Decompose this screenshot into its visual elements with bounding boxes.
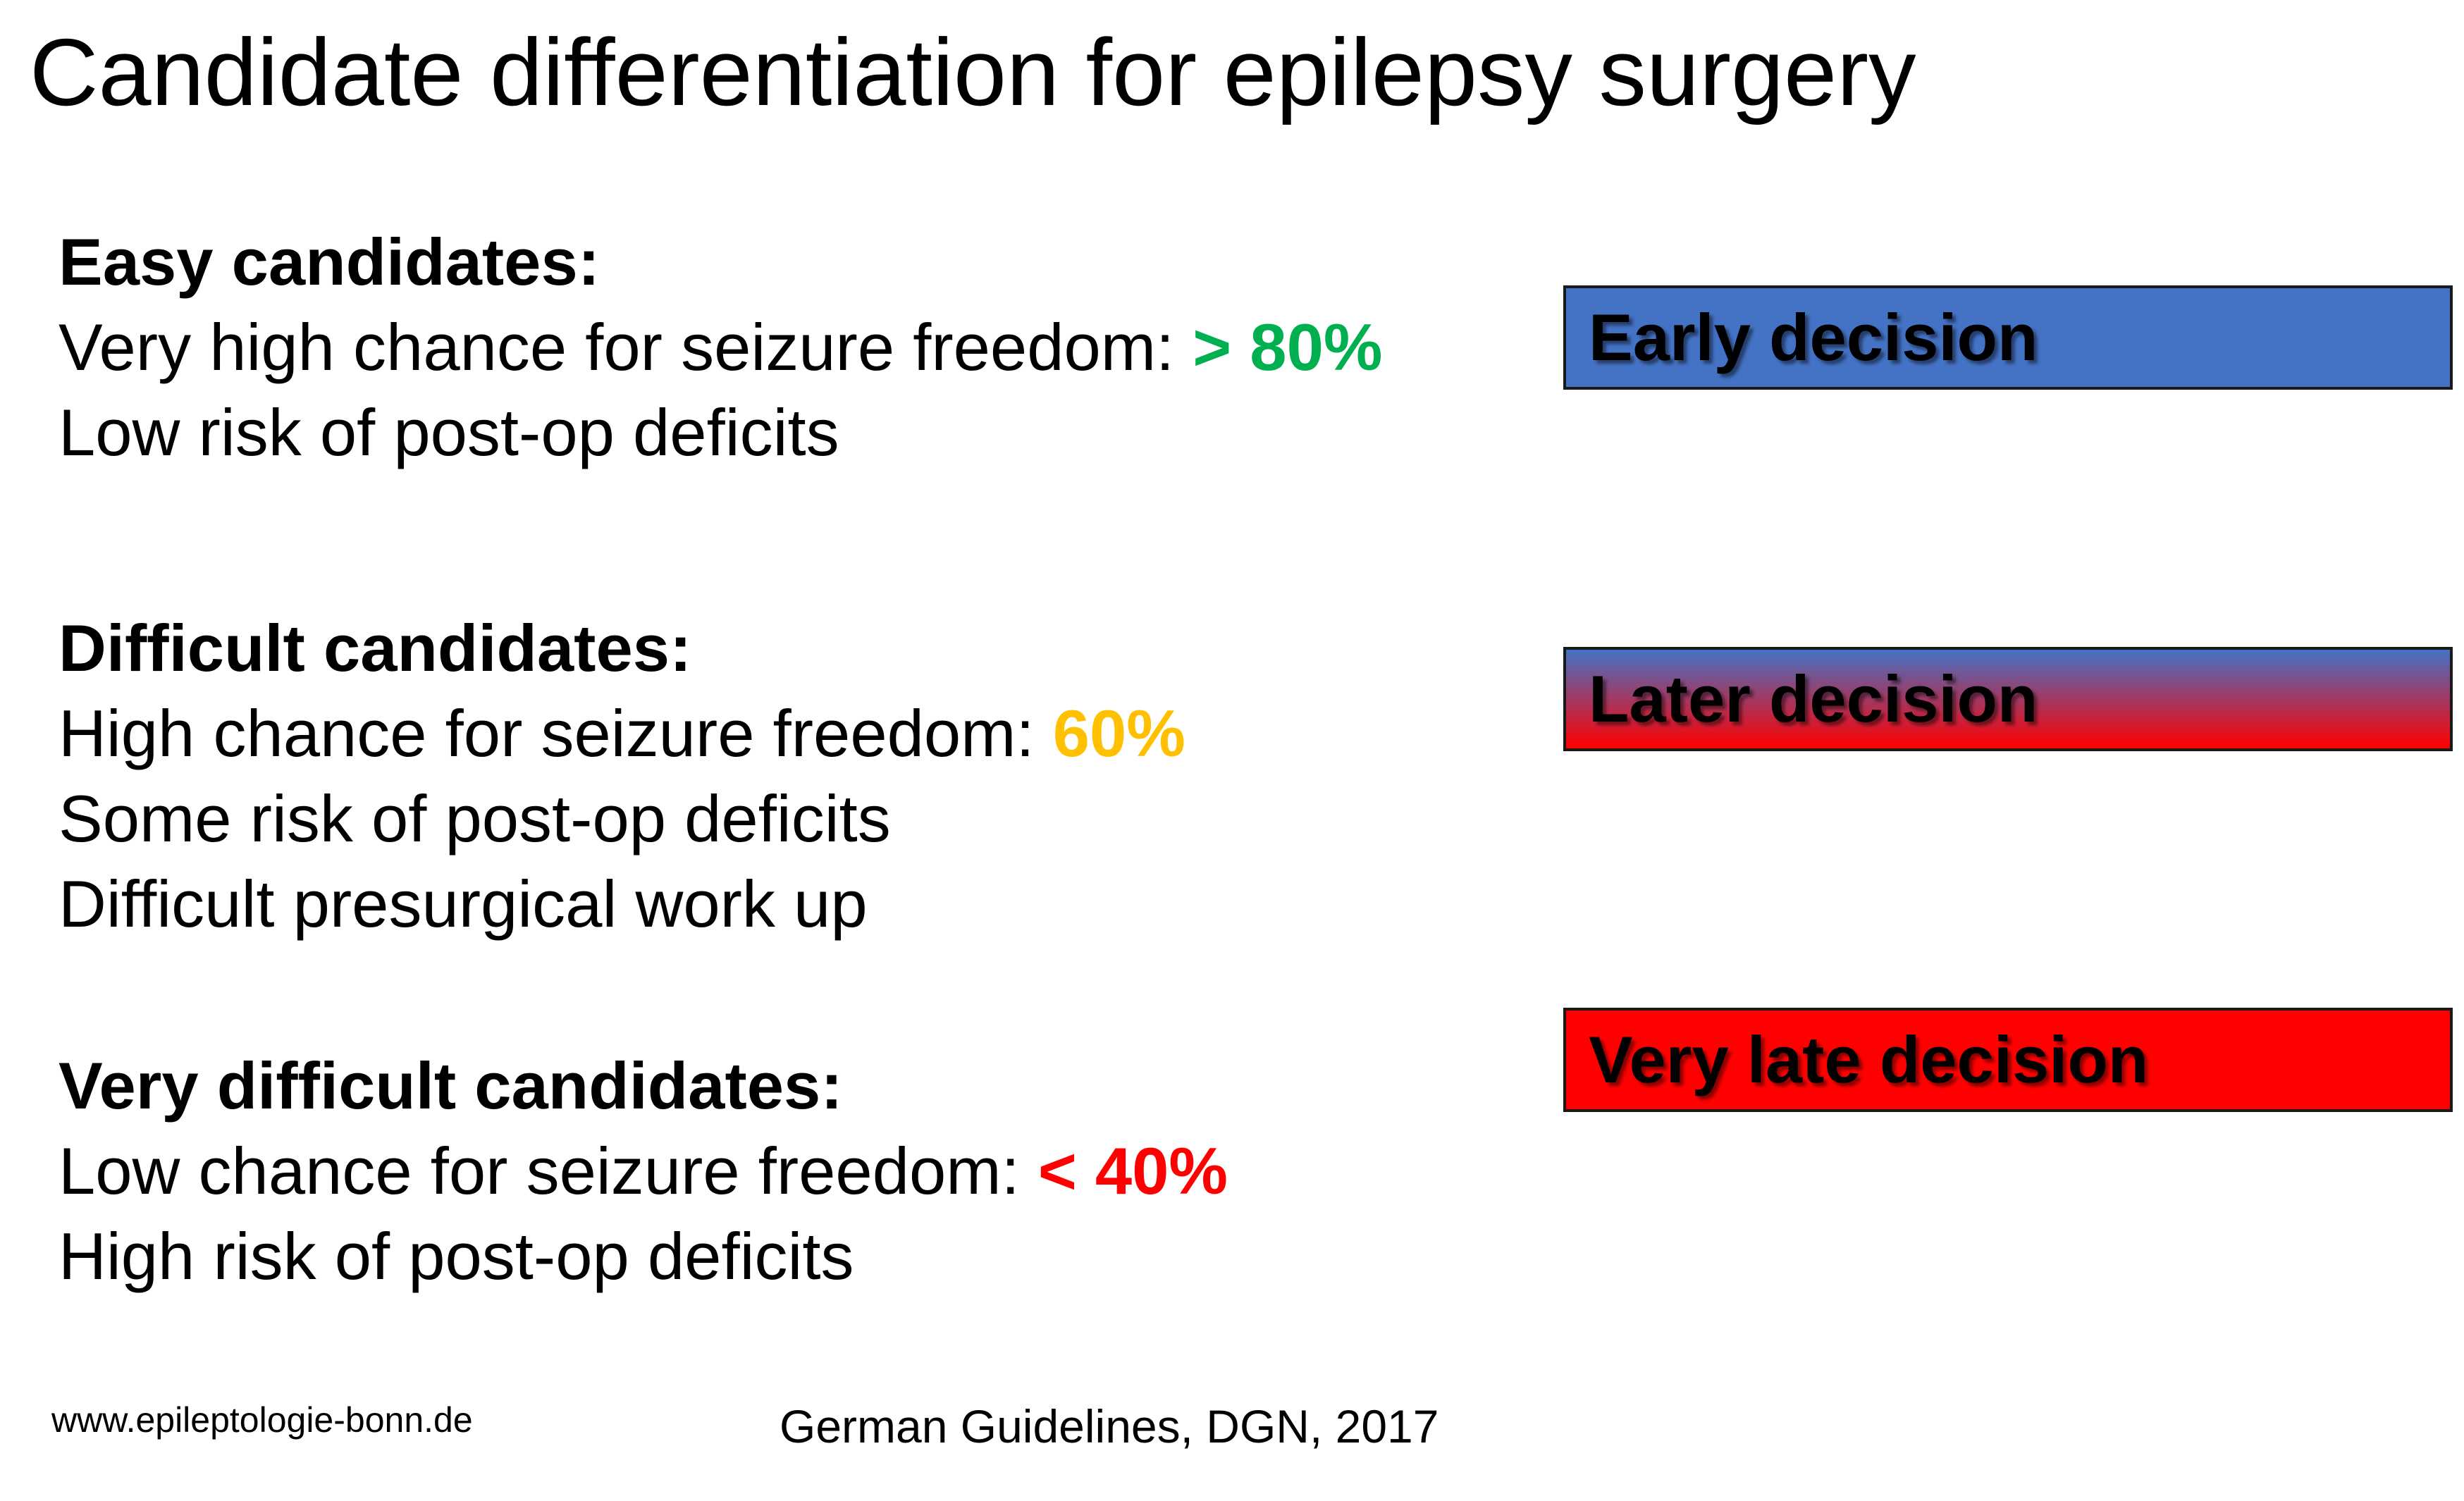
- page-title: Candidate differentiation for epilepsy s…: [30, 19, 1916, 125]
- seizure-freedom-label: Very high chance for seizure freedom:: [58, 310, 1193, 384]
- risk-line: Low risk of post-op deficits: [58, 395, 839, 469]
- group-heading: Easy candidates:: [58, 225, 600, 299]
- seizure-freedom-label: High chance for seizure freedom:: [58, 696, 1053, 770]
- easy-candidates-group: Easy candidates: Very high chance for se…: [58, 219, 1382, 475]
- decision-label: Very late decision: [1589, 1023, 2149, 1097]
- very-difficult-candidates-group: Very difficult candidates: Low chance fo…: [58, 1043, 1228, 1299]
- group-heading: Very difficult candidates:: [58, 1049, 843, 1123]
- seizure-freedom-percentage: < 40%: [1037, 1134, 1228, 1208]
- seizure-freedom-line: Low chance for seizure freedom: < 40%: [58, 1128, 1228, 1213]
- workup-line: Difficult presurgical work up: [58, 867, 868, 941]
- risk-line: High risk of post-op deficits: [58, 1219, 854, 1293]
- seizure-freedom-line: High chance for seizure freedom: 60%: [58, 691, 1185, 776]
- seizure-freedom-percentage: 60%: [1052, 696, 1185, 770]
- group-heading: Difficult candidates:: [58, 611, 692, 685]
- very-late-decision-box: Very late decision: [1563, 1008, 2453, 1112]
- later-decision-box: Later decision: [1563, 647, 2453, 751]
- seizure-freedom-line: Very high chance for seizure freedom: > …: [58, 304, 1382, 390]
- difficult-candidates-group: Difficult candidates: High chance for se…: [58, 605, 1185, 946]
- seizure-freedom-percentage: > 80%: [1193, 310, 1383, 384]
- source-citation: German Guidelines, DGN, 2017: [780, 1400, 1439, 1452]
- early-decision-box: Early decision: [1563, 285, 2453, 390]
- website-link[interactable]: www.epileptologie-bonn.de: [51, 1400, 473, 1440]
- risk-line: Some risk of post-op deficits: [58, 782, 891, 855]
- decision-label: Later decision: [1589, 662, 2038, 736]
- decision-label: Early decision: [1589, 300, 2038, 374]
- seizure-freedom-label: Low chance for seizure freedom:: [58, 1134, 1038, 1208]
